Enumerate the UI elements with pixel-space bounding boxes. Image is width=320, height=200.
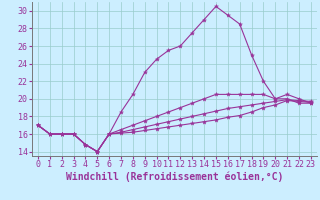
X-axis label: Windchill (Refroidissement éolien,°C): Windchill (Refroidissement éolien,°C): [66, 172, 283, 182]
